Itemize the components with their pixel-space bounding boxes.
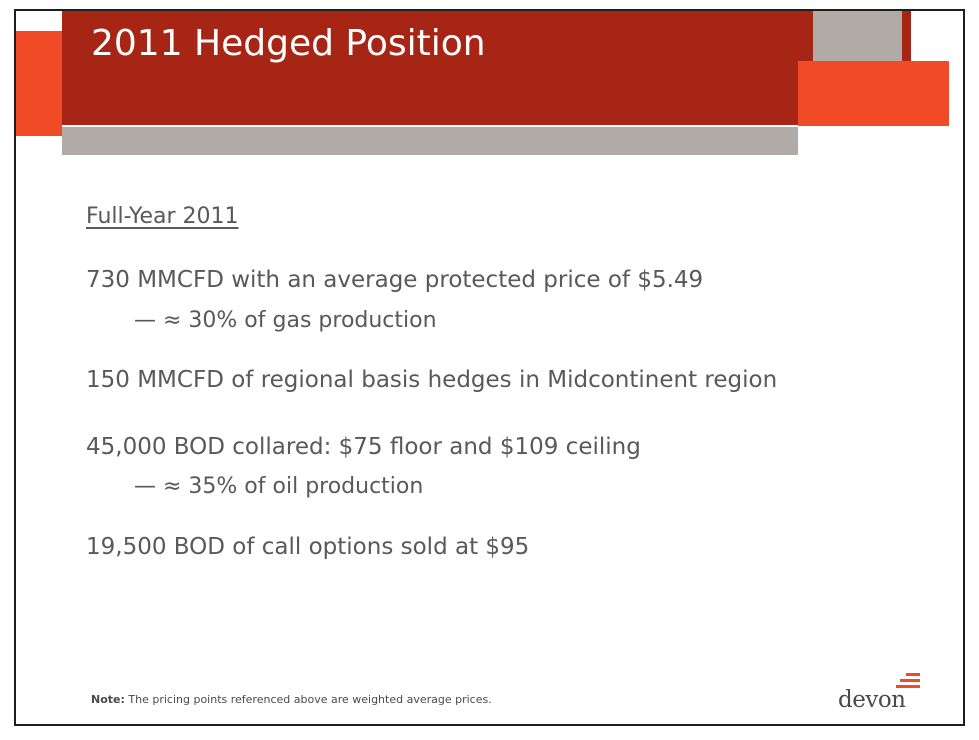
footnote: Note: The pricing points referenced abov… (91, 693, 492, 706)
section-heading: Full-Year 2011 (86, 204, 239, 229)
sub-bullet-gas-share: — ≈ 30% of gas production (134, 308, 437, 333)
gray-accent-block (813, 11, 902, 61)
orange-accent-bar-left (16, 31, 62, 136)
bullet-gas-hedge: 730 MMCFD with an average protected pric… (86, 267, 704, 293)
devon-stripes-icon (896, 673, 920, 688)
bullet-call-options: 19,500 BOD of call options sold at $95 (86, 534, 530, 560)
devon-logo: devon (838, 673, 928, 717)
orange-accent-bar-right (798, 61, 949, 126)
footnote-text: The pricing points referenced above are … (124, 693, 492, 706)
title-banner (62, 11, 911, 125)
bullet-oil-collar: 45,000 BOD collared: $75 floor and $109 … (86, 434, 641, 460)
bullet-basis-hedges: 150 MMCFD of regional basis hedges in Mi… (86, 367, 778, 393)
footnote-label: Note: (91, 693, 125, 706)
devon-logo-text: devon (838, 687, 906, 713)
sub-bullet-oil-share: — ≈ 35% of oil production (134, 474, 424, 499)
slide-title: 2011 Hedged Position (91, 23, 486, 64)
slide: 2011 Hedged Position Full-Year 2011 730 … (14, 9, 965, 726)
gray-accent-bar (62, 127, 798, 155)
